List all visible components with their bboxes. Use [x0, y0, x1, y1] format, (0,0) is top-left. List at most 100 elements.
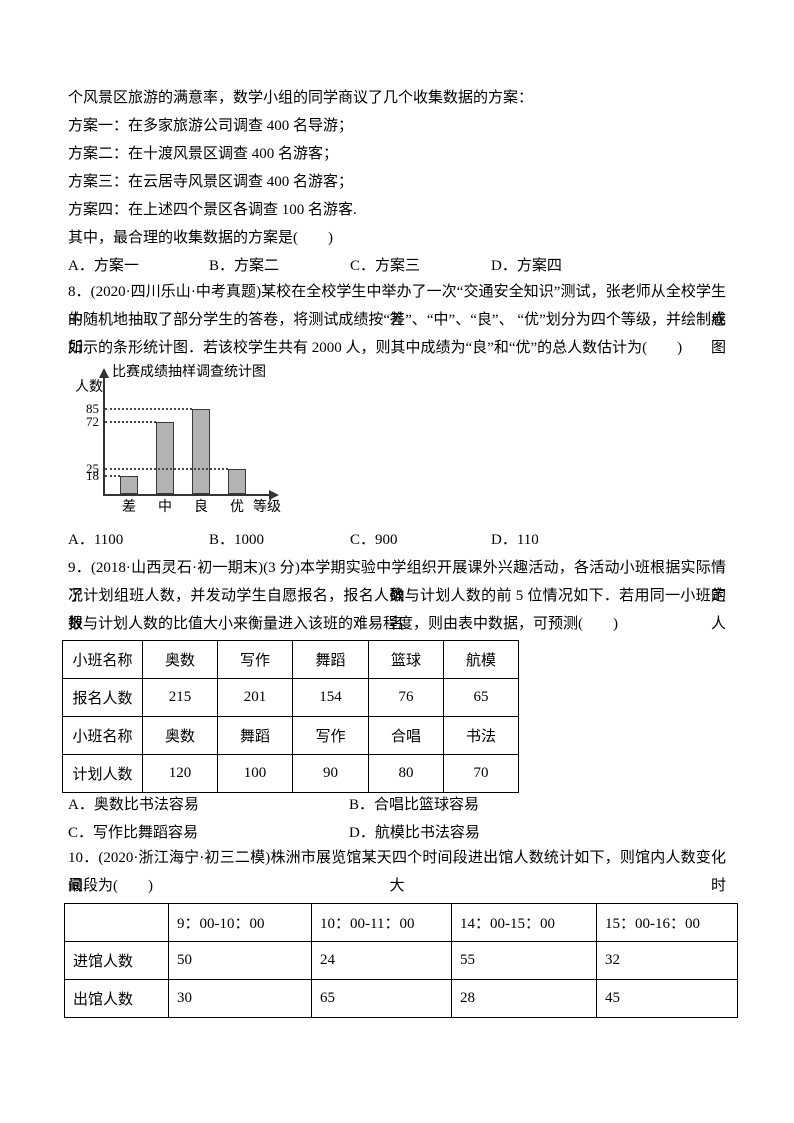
chart-title: 比赛成绩抽样调查统计图: [112, 365, 266, 380]
table-row: 9：00-10：00 10：00-11：00 14：00-15：00 15：00…: [64, 903, 738, 942]
table-cell: 9：00-10：00: [168, 903, 312, 942]
table-cell: 出馆人数: [64, 979, 169, 1018]
text-line: 了计划组班人数，并发动学生自愿报名，报名人数与计划人数的前 5 位情况如下．若用…: [68, 588, 726, 632]
table-cell: 书法: [443, 716, 519, 755]
table-cell: 报名人数: [62, 678, 143, 717]
table-cell: 写作: [217, 640, 293, 679]
table-cell: 70: [443, 754, 519, 793]
question-8-options: A．1100 B．1000 C．900 D．110: [68, 526, 726, 554]
text-line: 所示的条形统计图．若该校学生共有 2000 人，则其中成绩为“良”和“优”的总人…: [68, 340, 683, 356]
options-row: A．方案一 B．方案二 C．方案三 D．方案四: [68, 252, 726, 280]
bar: [120, 476, 138, 494]
text-line: 中随机地抽取了部分学生的答卷，将测试成绩按“差”、“中”、“良”、 “优”划分为…: [68, 312, 726, 356]
option-a: A．方案一: [68, 258, 139, 274]
bar: [192, 409, 210, 494]
bar: [228, 469, 246, 494]
bar: [156, 422, 174, 494]
text-line: 8．(2020·四川乐山·中考真题)某校在全校学生中举办了一次“交通安全知识”测…: [68, 284, 726, 328]
table-row: 小班名称 奥数 舞蹈 写作 合唱 书法: [62, 716, 519, 755]
table-cell: 航模: [443, 640, 519, 679]
question-8: 8．(2020·四川乐山·中考真题)某校在全校学生中举办了一次“交通安全知识”测…: [68, 278, 726, 362]
text-line: 9．(2018·山西灵石·初一期末)(3 分)本学期实验中学组织开展课外兴趣活动…: [68, 560, 726, 604]
table-cell: 65: [311, 979, 452, 1018]
y-axis: [103, 377, 105, 496]
table-cell: 80: [368, 754, 444, 793]
table-cell: 计划人数: [62, 754, 143, 793]
table-cell: 小班名称: [62, 640, 143, 679]
options-row: A．1100 B．1000 C．900 D．110: [68, 526, 726, 554]
x-axis-arrow-icon: [269, 490, 279, 500]
text-line-plan-4: 方案四：在上述四个景区各调查 100 名游客.: [68, 202, 357, 218]
text-line-question: 其中，最合理的收集数据的方案是( ): [68, 230, 333, 246]
table-cell: 奥数: [142, 640, 218, 679]
option-c: C．900: [350, 532, 398, 548]
table-cell: 舞蹈: [292, 640, 369, 679]
question-9-options: A．奥数比书法容易 B．合唱比篮球容易 C．写作比舞蹈容易 D．航模比书法容易: [68, 791, 726, 847]
y-tick-label: 18: [86, 468, 99, 483]
table-cell: 32: [596, 941, 738, 980]
grid-dash-line: [105, 475, 120, 477]
grid-dash-line: [105, 408, 192, 410]
table-cell: 合唱: [368, 716, 444, 755]
option-a: A．奥数比书法容易: [68, 797, 199, 813]
bar-chart: 比赛成绩抽样调查统计图 人数 等级 18 差 72 中 85 良 25 优: [75, 363, 293, 523]
table-cell: 写作: [292, 716, 369, 755]
option-b: B．方案二: [209, 258, 280, 274]
option-c: C．方案三: [350, 258, 421, 274]
table-cell: 30: [168, 979, 312, 1018]
option-d: D．110: [491, 532, 539, 548]
option-b: B．1000: [209, 532, 265, 548]
table-row: 出馆人数 30 65 28 45: [64, 979, 738, 1018]
table-cell: 76: [368, 678, 444, 717]
grid-dash-line: [105, 421, 156, 423]
option-b: B．合唱比篮球容易: [349, 797, 480, 813]
x-category-label: 优: [230, 500, 244, 515]
class-signup-table: 小班名称 奥数 写作 舞蹈 篮球 航模 报名人数 215 201 154 76 …: [62, 640, 519, 793]
table-cell: 65: [443, 678, 519, 717]
table-row: 进馆人数 50 24 55 32: [64, 941, 738, 980]
y-tick-label: 72: [86, 414, 99, 429]
table-cell: 201: [217, 678, 293, 717]
table-cell: 24: [311, 941, 452, 980]
table-cell: 舞蹈: [217, 716, 293, 755]
text-line: 10．(2020·浙江海宁·初三二模)株洲市展览馆某天四个时间段进出馆人数统计如…: [68, 850, 726, 894]
table-row: 报名人数 215 201 154 76 65: [62, 678, 519, 717]
text-line-plan-3: 方案三：在云居寺风景区调查 400 名游客；: [68, 174, 354, 190]
text-line: 个风景区旅游的满意率，数学小组的同学商议了几个收集数据的方案：: [68, 90, 534, 106]
table-cell: 50: [168, 941, 312, 980]
intro-section: 个风景区旅游的满意率，数学小组的同学商议了几个收集数据的方案： 方案一：在多家旅…: [68, 84, 726, 280]
table-cell: 小班名称: [62, 716, 143, 755]
y-tick-label: 25: [86, 461, 99, 476]
table-cell: 154: [292, 678, 369, 717]
table-cell: 120: [142, 754, 218, 793]
text-line: 间段为( ): [68, 878, 153, 894]
table-cell: 90: [292, 754, 369, 793]
text-line-plan-1: 方案一：在多家旅游公司调查 400 名导游；: [68, 118, 354, 134]
options-row: C．写作比舞蹈容易 D．航模比书法容易: [68, 819, 726, 847]
table-cell: 14：00-15：00: [451, 903, 597, 942]
x-axis-label: 等级: [253, 500, 281, 515]
table-cell: 100: [217, 754, 293, 793]
table-row: 计划人数 120 100 90 80 70: [62, 754, 519, 793]
option-d: D．方案四: [491, 258, 562, 274]
table-cell: 55: [451, 941, 597, 980]
x-category-label: 良: [194, 500, 208, 515]
table-row: 小班名称 奥数 写作 舞蹈 篮球 航模: [62, 640, 519, 679]
x-axis: [103, 494, 271, 496]
option-c: C．写作比舞蹈容易: [68, 825, 199, 841]
text-line: 数与计划人数的比值大小来衡量进入该班的难易程度，则由表中数据，可预测( ): [68, 616, 618, 632]
question-10: 10．(2020·浙江海宁·初三二模)株洲市展览馆某天四个时间段进出馆人数统计如…: [68, 844, 726, 900]
table-cell: 10：00-11：00: [311, 903, 452, 942]
table-cell: 奥数: [142, 716, 218, 755]
option-a: A．1100: [68, 532, 124, 548]
x-category-label: 差: [122, 500, 136, 515]
table-cell: 15：00-16：00: [596, 903, 738, 942]
grid-dash-line: [105, 468, 228, 470]
visitor-count-table: 9：00-10：00 10：00-11：00 14：00-15：00 15：00…: [64, 903, 738, 1018]
table-cell: 215: [142, 678, 218, 717]
option-d: D．航模比书法容易: [349, 825, 480, 841]
options-row: A．奥数比书法容易 B．合唱比篮球容易: [68, 791, 726, 819]
table-cell: 45: [596, 979, 738, 1018]
y-tick-label: 85: [86, 401, 99, 416]
x-category-label: 中: [158, 500, 172, 515]
